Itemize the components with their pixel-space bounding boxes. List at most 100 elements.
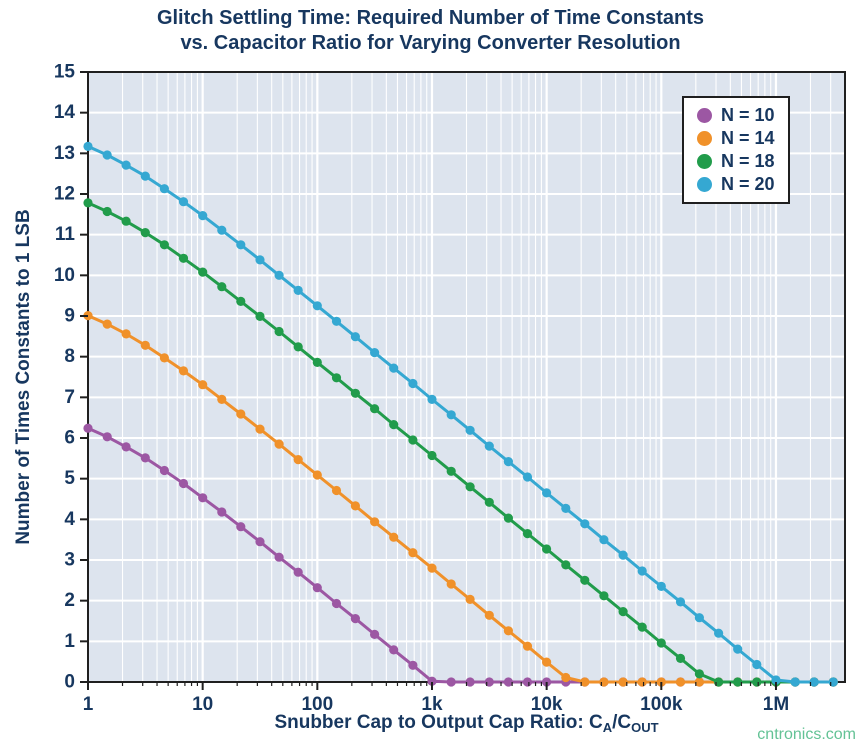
data-point bbox=[503, 457, 513, 467]
data-point bbox=[121, 216, 131, 226]
data-point bbox=[522, 529, 533, 539]
data-point bbox=[389, 532, 399, 542]
legend-label-n10: N = 10 bbox=[721, 105, 775, 125]
chart-title-line2: vs. Capacitor Ratio for Varying Converte… bbox=[180, 32, 681, 54]
data-point bbox=[618, 550, 628, 560]
data-point bbox=[140, 228, 150, 238]
series-line bbox=[86, 144, 835, 684]
data-point bbox=[522, 472, 533, 482]
legend-label-n14: N = 14 bbox=[721, 128, 775, 148]
data-point bbox=[790, 677, 800, 687]
x-tick-label: 10k bbox=[531, 694, 563, 715]
data-point bbox=[714, 677, 724, 687]
gridlines bbox=[86, 72, 845, 682]
y-tick-label: 12 bbox=[54, 184, 75, 205]
data-point bbox=[465, 482, 475, 492]
data-point bbox=[561, 560, 571, 570]
data-point bbox=[637, 677, 647, 687]
data-point bbox=[408, 548, 418, 558]
x-axis-label-text: Snubber Cap to Output Cap Ratio: C bbox=[274, 712, 603, 733]
watermark: cntronics.com bbox=[757, 726, 856, 743]
data-point bbox=[217, 394, 227, 404]
data-point bbox=[255, 424, 265, 434]
y-tick-label: 6 bbox=[64, 428, 75, 449]
data-point bbox=[255, 537, 265, 547]
data-point bbox=[408, 378, 418, 389]
data-point bbox=[140, 171, 150, 181]
data-point bbox=[446, 410, 456, 420]
data-point bbox=[83, 198, 93, 208]
data-point bbox=[752, 677, 762, 687]
legend-label-n18: N = 18 bbox=[721, 151, 775, 171]
data-point bbox=[427, 676, 437, 686]
data-point bbox=[159, 184, 169, 194]
x-axis-label-mid: /C bbox=[612, 712, 632, 733]
data-point bbox=[274, 270, 284, 280]
legend: N = 10 N = 14 N = 18 N = 20 bbox=[682, 96, 790, 204]
legend-item-n20: N = 20 bbox=[697, 175, 775, 194]
x-tick-label: 1M bbox=[763, 694, 789, 715]
data-point bbox=[389, 645, 399, 655]
y-tick-label: 2 bbox=[64, 590, 75, 611]
data-point bbox=[198, 267, 208, 277]
y-tick-label: 1 bbox=[64, 631, 75, 652]
data-point bbox=[140, 453, 150, 463]
data-point bbox=[236, 296, 246, 306]
data-point bbox=[694, 677, 705, 687]
data-point bbox=[599, 677, 609, 687]
data-point bbox=[217, 282, 227, 292]
data-point bbox=[255, 255, 265, 265]
x-axis-label-sub-out: OUT bbox=[631, 720, 659, 735]
data-point bbox=[752, 659, 762, 670]
y-tick-label: 9 bbox=[64, 306, 75, 327]
x-tick-label: 100 bbox=[301, 694, 333, 715]
y-tick-label: 7 bbox=[64, 387, 75, 408]
x-tick-label: 100k bbox=[640, 694, 683, 715]
data-point bbox=[102, 150, 112, 160]
data-point bbox=[217, 507, 227, 517]
data-point bbox=[675, 597, 686, 607]
data-point bbox=[714, 628, 724, 638]
data-point bbox=[102, 432, 112, 442]
x-axis-label: Snubber Cap to Output Cap Ratio: CA/COUT bbox=[88, 712, 845, 735]
data-point bbox=[675, 677, 686, 687]
data-point bbox=[771, 675, 781, 685]
data-point bbox=[561, 672, 571, 683]
data-point bbox=[484, 677, 494, 687]
data-point bbox=[733, 677, 743, 687]
data-point bbox=[446, 466, 456, 476]
data-point bbox=[102, 206, 112, 217]
data-point bbox=[484, 610, 494, 620]
series-line bbox=[86, 314, 835, 684]
data-point bbox=[331, 316, 342, 326]
data-point bbox=[542, 657, 552, 667]
x-tick-label: 10 bbox=[192, 694, 213, 715]
legend-label-n20: N = 20 bbox=[721, 174, 775, 194]
series-line bbox=[86, 201, 835, 684]
data-point bbox=[542, 544, 552, 554]
data-point bbox=[198, 211, 208, 221]
data-point bbox=[217, 225, 227, 235]
legend-marker-n20 bbox=[697, 177, 712, 192]
data-point bbox=[312, 470, 322, 480]
data-point bbox=[312, 301, 322, 311]
data-point bbox=[83, 141, 93, 151]
data-point bbox=[102, 319, 112, 329]
data-point bbox=[350, 332, 360, 342]
data-point bbox=[178, 253, 189, 263]
legend-item-n14: N = 14 bbox=[697, 129, 775, 148]
data-point bbox=[293, 342, 303, 352]
data-point bbox=[350, 388, 360, 398]
data-point bbox=[599, 535, 609, 545]
data-point bbox=[236, 240, 246, 250]
chart-title-line1: Glitch Settling Time: Required Number of… bbox=[156, 7, 705, 29]
y-tick-label: 11 bbox=[55, 224, 76, 245]
y-tick-label: 15 bbox=[54, 62, 76, 83]
y-tick-label: 14 bbox=[54, 102, 76, 123]
data-point bbox=[350, 501, 360, 511]
data-point bbox=[618, 607, 628, 617]
data-point bbox=[178, 366, 189, 376]
data-point bbox=[293, 455, 303, 465]
data-point bbox=[389, 420, 399, 430]
